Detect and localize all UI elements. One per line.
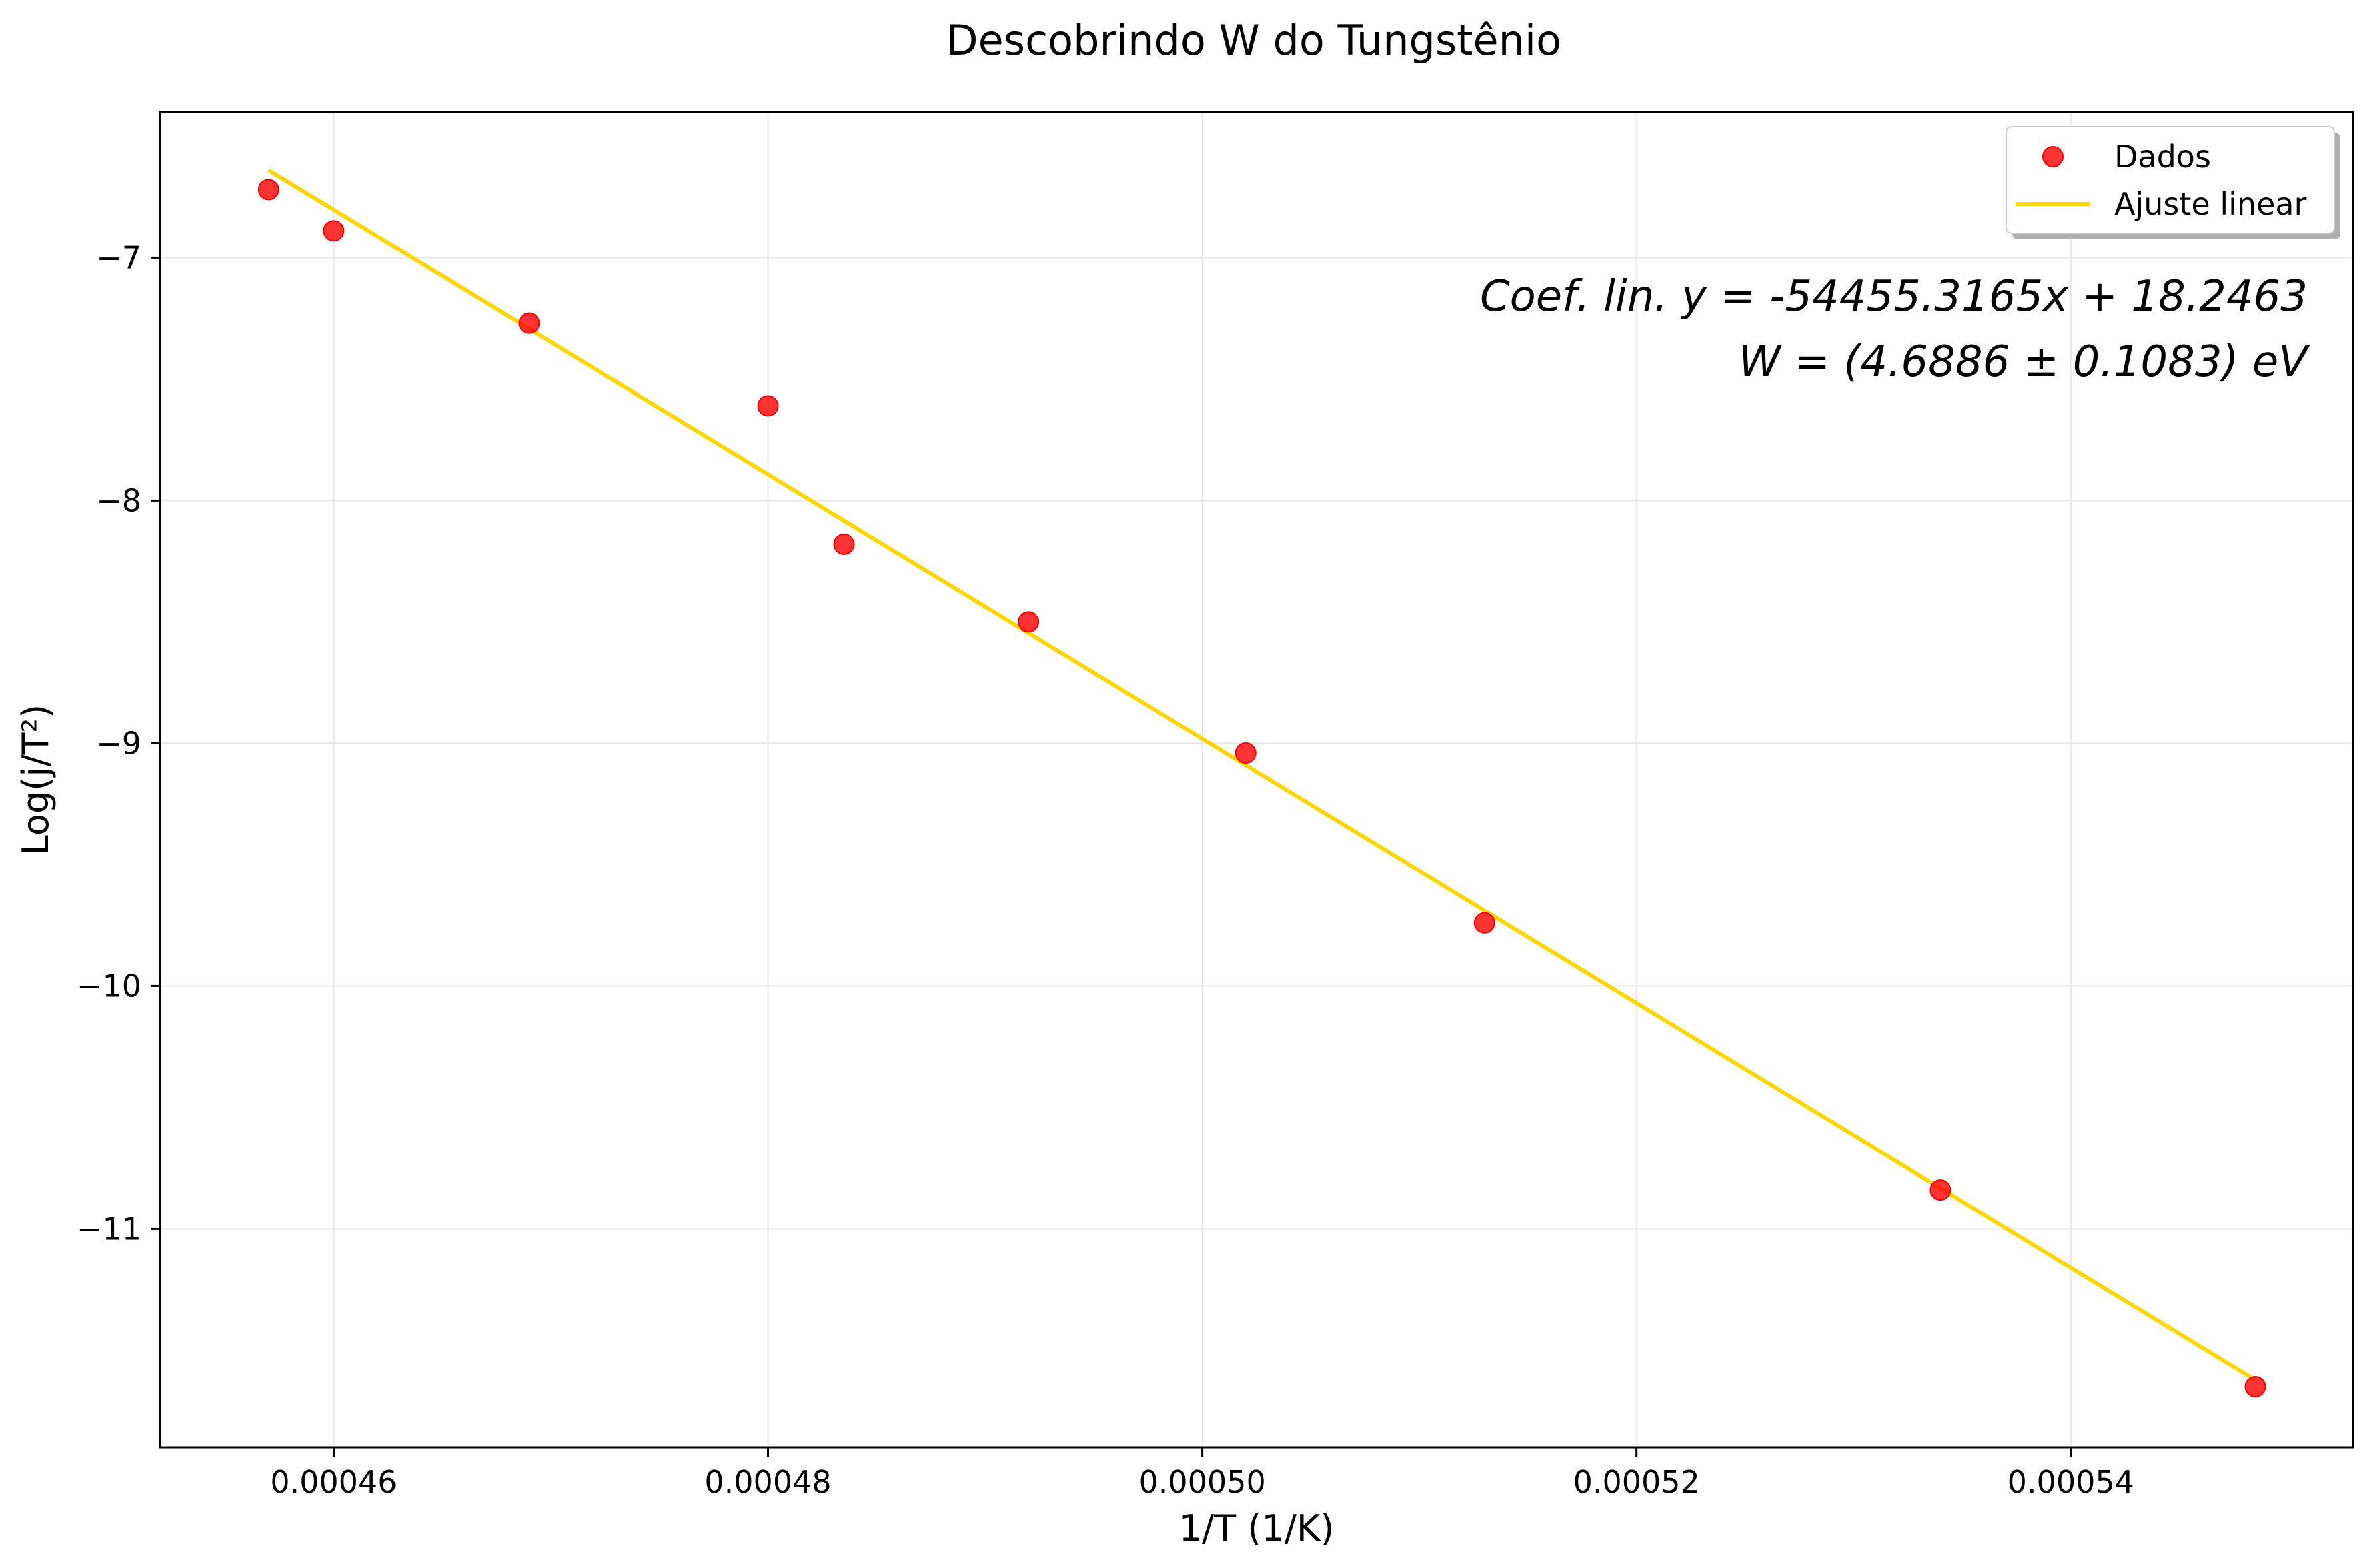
data-point [757, 395, 779, 417]
legend-marker-dados [2042, 146, 2064, 167]
chart-title: Descobrindo W do Tungstênio [946, 16, 1561, 65]
x-axis-label: 1/T (1/K) [1179, 1507, 1335, 1549]
axis-ticks: 0.00046 0.00048 0.00050 0.00052 0.00054 −7 −8 −… [77, 239, 2134, 1500]
legend-label-ajuste: Ajuste linear [2114, 186, 2307, 222]
data-point [257, 179, 279, 201]
data-point [1929, 1179, 1951, 1201]
y-tick-label: −8 [96, 482, 141, 518]
plot-frame [159, 111, 2354, 1449]
data-point [1235, 742, 1257, 764]
annotation-equation: Coef. lin. y = -54455.3165x + 18.2463 [1480, 272, 2308, 321]
data-points [257, 179, 2266, 1397]
legend: Dados Ajuste linear [2006, 126, 2340, 239]
x-tick-label: 0.00046 [270, 1464, 397, 1500]
x-tick-label: 0.00048 [704, 1464, 831, 1500]
legend-label-dados: Dados [2114, 139, 2211, 175]
fit-line-layer [267, 168, 2257, 1382]
x-tick-label: 0.00054 [2008, 1464, 2134, 1500]
data-point [1473, 912, 1495, 934]
annotation-work-function: W = (4.6886 ± 0.1083) eV [1739, 337, 2310, 387]
y-tick-label: −7 [96, 239, 141, 275]
data-point [2244, 1376, 2266, 1397]
data-point [833, 533, 855, 555]
fit-line [267, 168, 2257, 1382]
grid [160, 112, 2353, 1447]
y-axis-label: Log(j/T²) [15, 704, 57, 855]
data-point [323, 220, 345, 242]
y-tick-label: −11 [77, 1211, 141, 1247]
data-point [1018, 611, 1040, 633]
x-tick-label: 0.00050 [1138, 1464, 1265, 1500]
data-point [518, 312, 540, 334]
y-tick-label: −9 [96, 725, 141, 761]
legend-box [2006, 126, 2335, 234]
x-tick-label: 0.00052 [1573, 1464, 1700, 1500]
y-tick-label: −10 [77, 968, 141, 1004]
